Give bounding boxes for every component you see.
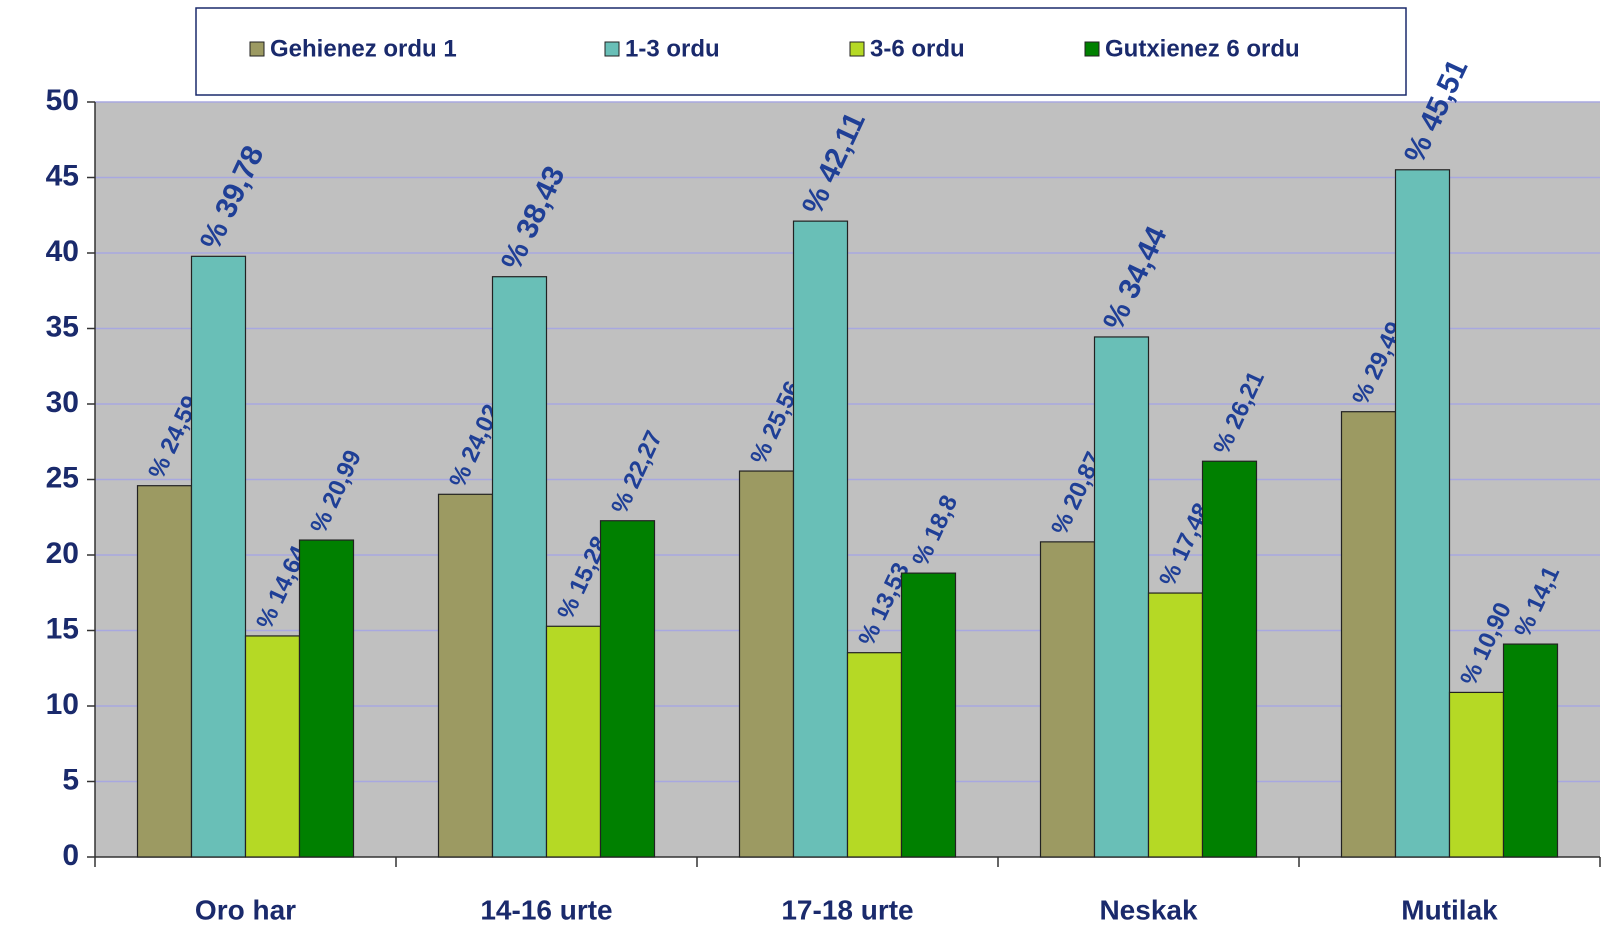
y-tick-label: 40 — [46, 235, 79, 268]
legend-label: 1-3 ordu — [625, 35, 720, 62]
bar — [1448, 691, 1505, 858]
bar — [491, 276, 548, 858]
bar — [1039, 541, 1096, 858]
y-tick-label: 30 — [46, 386, 79, 419]
x-tick-label: Neskak — [1099, 894, 1198, 925]
legend-box — [195, 7, 1407, 96]
bar — [190, 255, 247, 858]
bar — [1394, 169, 1451, 858]
bar — [1340, 411, 1397, 858]
bar — [1093, 336, 1150, 858]
bar — [599, 520, 656, 858]
legend-label: Gehienez ordu 1 — [270, 35, 457, 62]
x-tick-label: 17-18 urte — [781, 894, 913, 925]
bar — [846, 652, 903, 858]
bar — [1147, 592, 1204, 858]
bar — [900, 572, 957, 858]
x-tick-label: 14-16 urte — [480, 894, 612, 925]
bar — [437, 493, 494, 858]
bar — [792, 220, 849, 858]
x-tick-label: Mutilak — [1401, 894, 1498, 925]
y-tick-label: 0 — [62, 839, 79, 872]
bar — [136, 485, 193, 858]
legend-swatch — [849, 41, 865, 57]
bar — [1201, 460, 1258, 858]
legend-label: 3-6 ordu — [870, 35, 965, 62]
x-tick-label: Oro har — [195, 894, 296, 925]
y-tick-label: 25 — [46, 461, 79, 494]
y-tick-label: 45 — [46, 159, 79, 192]
y-tick-label: 5 — [62, 763, 79, 796]
legend-swatch — [1084, 41, 1100, 57]
legend-swatch — [604, 41, 620, 57]
bar — [244, 635, 301, 858]
y-tick-label: 15 — [46, 612, 79, 645]
legend-label: Gutxienez 6 ordu — [1105, 35, 1300, 62]
y-tick-label: 10 — [46, 688, 79, 721]
bar — [545, 625, 602, 858]
y-tick-label: 35 — [46, 310, 79, 343]
bar — [298, 539, 355, 858]
legend-swatch — [249, 41, 265, 57]
bar — [1502, 643, 1559, 858]
y-tick-label: 20 — [46, 537, 79, 570]
bar — [738, 470, 795, 858]
y-tick-label: 50 — [46, 84, 79, 117]
